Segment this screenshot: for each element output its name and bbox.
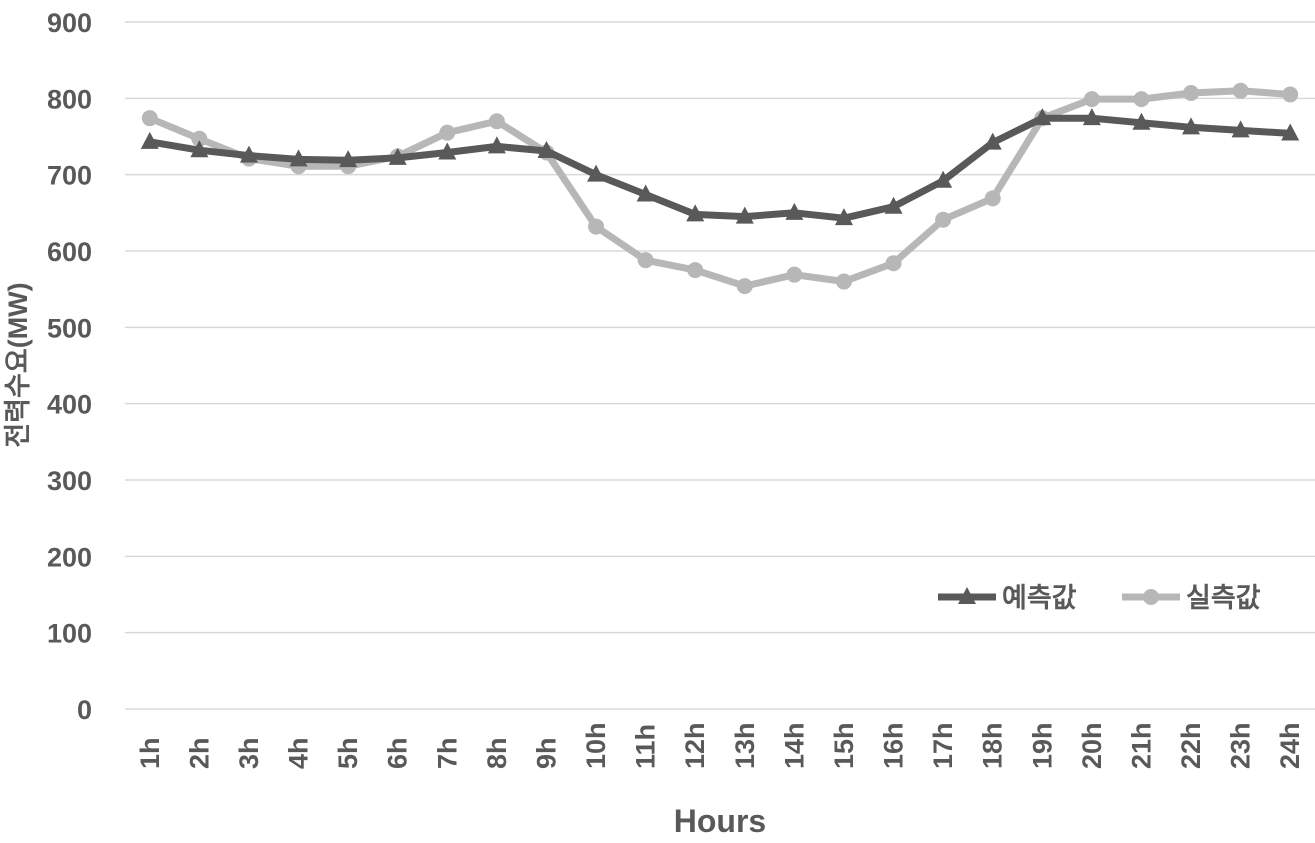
y-tick-label: 800 xyxy=(47,84,92,114)
x-tick-label: 5h xyxy=(333,737,363,769)
circle-marker xyxy=(1183,84,1200,101)
y-axis-ticks: 0 100 200 300 400 500 600 700 800 900 xyxy=(47,8,92,725)
x-tick-label: 4h xyxy=(284,737,314,769)
y-tick-label: 500 xyxy=(47,313,92,343)
x-axis-title: Hours xyxy=(674,803,766,839)
circle-marker xyxy=(935,211,952,228)
x-tick-label: 24h xyxy=(1275,722,1305,769)
x-tick-label: 13h xyxy=(730,722,760,769)
y-axis-title: 전력수요(MW) xyxy=(3,282,33,447)
gridlines xyxy=(125,21,1315,710)
circle-marker xyxy=(1232,82,1249,99)
x-tick-label: 10h xyxy=(581,722,611,769)
triangle-marker xyxy=(587,164,606,182)
circle-marker xyxy=(687,262,704,279)
triangle-marker xyxy=(190,140,209,158)
x-tick-label: 19h xyxy=(1027,722,1057,769)
y-tick-label: 300 xyxy=(47,466,92,496)
triangle-marker xyxy=(686,204,705,222)
triangle-marker xyxy=(388,147,407,165)
x-tick-label: 6h xyxy=(383,737,413,769)
x-tick-label: 15h xyxy=(829,722,859,769)
x-tick-label: 22h xyxy=(1176,722,1206,769)
circle-marker xyxy=(141,110,158,127)
circle-marker xyxy=(835,273,852,290)
triangle-marker xyxy=(438,142,457,160)
series-group xyxy=(140,82,1300,295)
x-tick-label: 16h xyxy=(879,722,909,769)
x-tick-label: 3h xyxy=(234,737,264,769)
y-tick-label: 200 xyxy=(47,542,92,572)
circle-marker xyxy=(439,124,456,141)
triangle-marker xyxy=(834,208,853,226)
legend: 예측값 실측값 xyxy=(938,583,1261,614)
triangle-marker xyxy=(1033,108,1052,126)
x-tick-label: 21h xyxy=(1126,722,1156,769)
circle-marker xyxy=(1133,91,1150,108)
legend-marker-circle xyxy=(1143,589,1159,605)
triangle-marker xyxy=(1231,120,1250,138)
y-tick-label: 0 xyxy=(77,695,92,725)
legend-label-forecast: 예측값 xyxy=(1002,583,1077,614)
y-tick-label: 400 xyxy=(47,390,92,420)
triangle-marker xyxy=(934,170,953,188)
y-tick-label: 900 xyxy=(47,8,92,38)
x-tick-label: 17h xyxy=(928,722,958,769)
circle-marker xyxy=(885,255,902,272)
x-tick-label: 14h xyxy=(779,722,809,769)
x-tick-label: 9h xyxy=(531,737,561,769)
circle-marker xyxy=(1282,86,1299,103)
triangle-marker xyxy=(239,145,258,163)
triangle-marker xyxy=(487,136,506,154)
legend-label-actual: 실측값 xyxy=(1186,583,1261,614)
x-tick-label: 1h xyxy=(135,737,165,769)
triangle-marker xyxy=(339,150,358,168)
circle-marker xyxy=(191,130,208,147)
circle-marker xyxy=(1083,91,1100,108)
x-tick-label: 18h xyxy=(978,722,1008,769)
triangle-marker xyxy=(140,131,159,149)
triangle-marker xyxy=(1082,108,1101,126)
x-tick-label: 20h xyxy=(1077,722,1107,769)
x-tick-label: 7h xyxy=(432,737,462,769)
x-tick-label: 23h xyxy=(1226,722,1256,769)
x-axis-ticks: 1h 2h 3h 4h 5h 6h 7h 8h 9h 10h 11h 12h 13h 14h 15h 16h 1… xyxy=(135,722,1305,769)
triangle-marker xyxy=(1182,117,1201,135)
x-tick-label: 2h xyxy=(184,737,214,769)
x-tick-label: 8h xyxy=(482,737,512,769)
series-line-0 xyxy=(146,114,1294,222)
triangle-marker xyxy=(1132,112,1151,130)
circle-marker xyxy=(488,113,505,130)
triangle-marker xyxy=(289,149,308,167)
triangle-marker xyxy=(1281,123,1300,141)
triangle-marker xyxy=(735,206,754,224)
y-tick-label: 100 xyxy=(47,619,92,649)
y-tick-label: 700 xyxy=(47,161,92,191)
triangle-marker xyxy=(983,132,1002,150)
x-tick-label: 12h xyxy=(680,722,710,769)
triangle-marker xyxy=(636,184,655,202)
circle-marker xyxy=(984,190,1001,207)
circle-marker xyxy=(588,218,605,235)
triangle-marker xyxy=(785,202,804,220)
circle-marker xyxy=(637,252,654,269)
legend-marker-triangle xyxy=(958,587,976,604)
triangle-marker xyxy=(537,141,556,159)
x-tick-label: 11h xyxy=(631,724,661,769)
triangle-marker xyxy=(884,196,903,214)
circle-marker xyxy=(786,266,803,283)
y-tick-label: 600 xyxy=(47,237,92,267)
circle-marker xyxy=(736,278,753,295)
